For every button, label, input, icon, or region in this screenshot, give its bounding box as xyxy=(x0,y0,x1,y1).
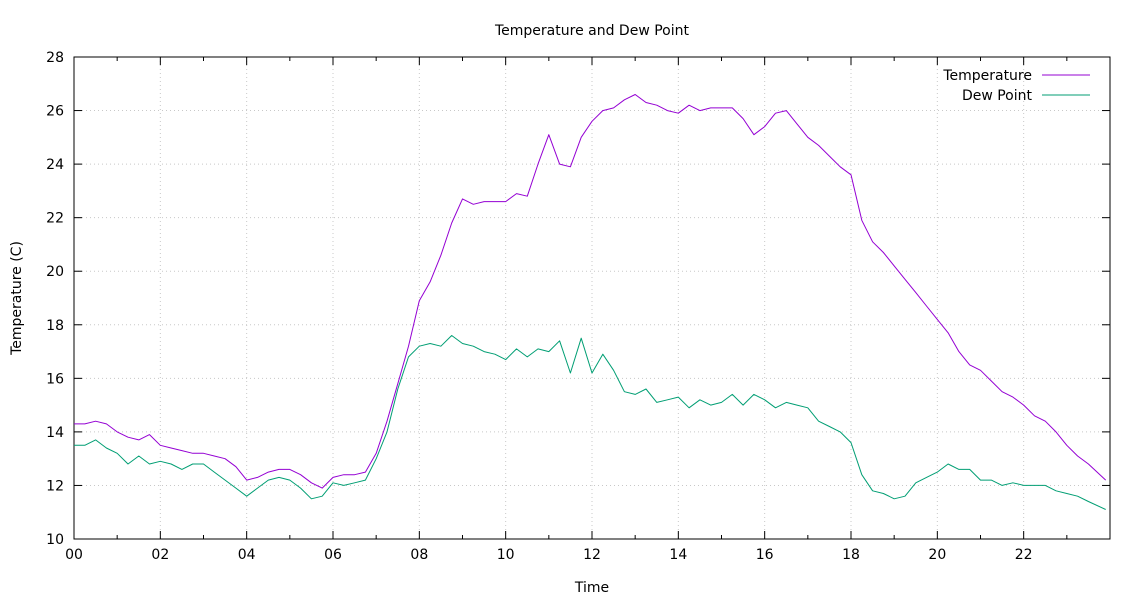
x-tick-label: 06 xyxy=(324,547,342,563)
x-tick-label: 16 xyxy=(756,547,774,563)
y-tick-label: 10 xyxy=(46,532,64,548)
y-tick-label: 20 xyxy=(46,264,64,280)
y-tick-label: 12 xyxy=(46,478,64,494)
x-tick-label: 14 xyxy=(669,547,687,563)
y-tick-label: 14 xyxy=(46,425,64,441)
legend: Temperature Dew Point xyxy=(942,68,1090,104)
y-axis-label: Temperature (C) xyxy=(9,241,25,356)
y-tick-label: 28 xyxy=(46,50,64,66)
x-tick-label: 12 xyxy=(583,547,601,563)
x-tick-label: 18 xyxy=(842,547,860,563)
x-tick-label: 04 xyxy=(238,547,256,563)
x-tick-label: 22 xyxy=(1015,547,1033,563)
y-tick-label: 24 xyxy=(46,157,64,173)
axis-ticks: 00 02 04 06 08 10 12 14 16 18 20 22 10 12 14 16 18 20 22 24… xyxy=(46,50,1110,563)
x-tick-label: 10 xyxy=(497,547,515,563)
legend-label-temperature: Temperature xyxy=(942,68,1032,84)
legend-label-dew-point: Dew Point xyxy=(962,88,1033,104)
y-tick-label: 18 xyxy=(46,318,64,334)
series-line-temperature xyxy=(74,94,1107,489)
chart-title: Temperature and Dew Point xyxy=(494,23,689,39)
x-tick-label: 02 xyxy=(151,547,169,563)
y-tick-label: 16 xyxy=(46,371,64,387)
x-tick-label: 20 xyxy=(928,547,946,563)
series-line-dew-point xyxy=(74,335,1106,510)
y-tick-label: 22 xyxy=(46,211,64,227)
x-axis-label: Time xyxy=(574,580,609,596)
x-tick-label: 00 xyxy=(65,547,83,563)
series-layer xyxy=(74,94,1107,510)
x-tick-label: 08 xyxy=(410,547,428,563)
y-tick-label: 26 xyxy=(46,104,64,120)
grid xyxy=(74,57,1110,539)
